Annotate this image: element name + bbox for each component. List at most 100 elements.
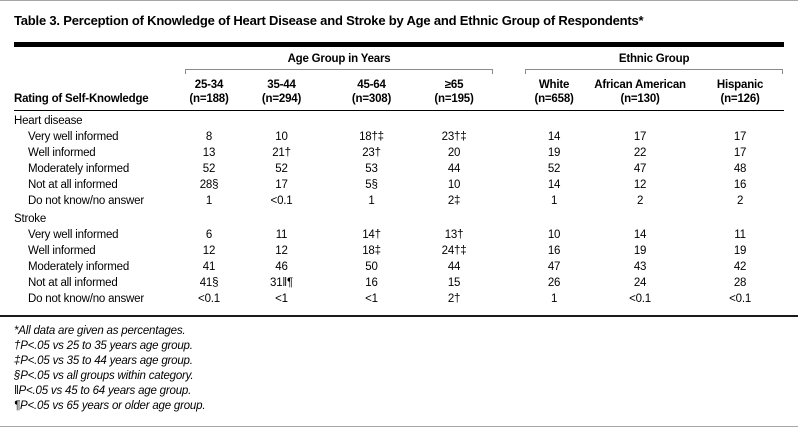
column-header-white: White (n=658): [524, 74, 585, 111]
cell-value: 16: [365, 277, 378, 289]
footnotes: *All data are given as percentages. †P<.…: [0, 317, 798, 414]
cell-value: 14†: [362, 229, 381, 241]
cell-value: 46: [275, 261, 288, 273]
spacer-cell: [494, 161, 524, 177]
cell-value: 17: [733, 131, 747, 143]
footnote-line: †P<.05 vs 25 to 35 years age group.: [14, 339, 193, 352]
spacer-cell: [14, 47, 184, 68]
cell-value: 23†‡: [441, 131, 467, 143]
cell-value: 1: [205, 195, 213, 207]
ethnic-group-bracket: [525, 69, 784, 74]
cell-value: 28: [733, 277, 747, 289]
ethnic-group-header: Ethnic Group: [618, 53, 690, 65]
column-n: (n=658): [534, 93, 574, 105]
cell-value: 11: [734, 229, 746, 241]
cell-value: 52: [547, 163, 561, 175]
spacer-cell: [494, 74, 525, 111]
spacer-cell: [494, 275, 524, 291]
table-row: Well informed 12 12 18‡ 24†‡ 16 19 19: [14, 243, 784, 259]
table-title: Table 3. Perception of Knowledge of Hear…: [14, 13, 644, 28]
cell-value: 10: [547, 229, 561, 241]
column-n: (n=308): [351, 93, 392, 105]
cell-value: 19: [633, 245, 647, 257]
row-label: Moderately informed: [28, 163, 130, 175]
group-header-row: Age Group in Years Ethnic Group: [14, 47, 784, 68]
cell-value: 1: [550, 293, 558, 305]
table-figure: Table 3. Perception of Knowledge of Hear…: [0, 13, 798, 307]
cell-value: 42: [733, 261, 747, 273]
column-n: (n=126): [720, 93, 760, 105]
cell-value: <0.1: [198, 293, 220, 305]
cell-value: 24†‡: [441, 245, 467, 257]
cell-value: 47: [547, 261, 561, 273]
cell-value: 53: [365, 163, 378, 175]
column-range: African American: [594, 79, 686, 91]
spacer-cell: [494, 177, 524, 193]
row-label: Well informed: [28, 245, 96, 257]
cell-value: <0.1: [729, 293, 752, 305]
column-header-45-64: 45-64 (n=308): [329, 74, 414, 111]
column-n: (n=195): [434, 93, 474, 105]
cell-value: 41§: [199, 277, 219, 289]
section-row-heart-disease: Heart disease: [14, 111, 784, 130]
cell-value: 52: [202, 163, 216, 175]
column-header-35-44: 35-44 (n=294): [234, 74, 329, 111]
data-table: Age Group in Years Ethnic Group Rating o…: [14, 47, 785, 307]
cell-value: 47: [633, 163, 647, 175]
cell-value: <0.1: [629, 293, 651, 305]
column-header-african-american: African American (n=130): [584, 74, 697, 111]
spacer-cell: [494, 291, 524, 307]
cell-value: 43: [633, 261, 647, 273]
cell-value: 10: [447, 179, 461, 191]
cell-value: 19: [547, 147, 561, 159]
table-row: Very well informed 6 11 14† 13† 10 14 11: [14, 227, 784, 243]
cell-value: 12: [202, 245, 216, 257]
row-label: Very well informed: [28, 131, 119, 143]
bracket-row: [14, 68, 784, 74]
column-header-65-plus: ≥65 (n=195): [414, 74, 495, 111]
cell-value: 1: [550, 195, 558, 207]
footnote-line: ‡P<.05 vs 35 to 44 years age group.: [14, 354, 193, 367]
cell-value: 13†: [444, 229, 464, 241]
cell-value: 12: [633, 179, 647, 191]
cell-value: 1: [368, 195, 375, 207]
table-row: Very well informed 8 10 18†‡ 23†‡ 14 17 …: [14, 129, 784, 145]
cell-value: 52: [275, 163, 288, 175]
table-row: Moderately informed 52 52 53 44 52 47 48: [14, 161, 784, 177]
cell-value: 17: [275, 179, 288, 191]
column-range: White: [538, 79, 570, 91]
cell-value: 5§: [365, 179, 378, 191]
row-label: Not at all informed: [28, 277, 118, 289]
column-header-row: Rating of Self-Knowledge 25-34 (n=188) 3…: [14, 74, 785, 111]
cell-value: 2†: [447, 293, 461, 305]
column-n: (n=294): [261, 93, 302, 105]
cell-value: 18‡: [362, 245, 381, 257]
cell-value: 13: [202, 147, 216, 159]
cell-value: 17: [733, 147, 747, 159]
table-row: Not at all informed 41§ 31‖¶ 16 15 26 24…: [14, 275, 784, 291]
age-group-bracket: [185, 69, 494, 74]
cell-value: 12: [275, 245, 288, 257]
row-label: Well informed: [28, 147, 96, 159]
spacer-cell: [494, 129, 524, 145]
column-range: Hispanic: [716, 79, 764, 91]
cell-value: 26: [547, 277, 561, 289]
cell-value: 31‖¶: [270, 277, 293, 289]
cell-value: 6: [205, 229, 213, 241]
cell-value: 2‡: [447, 195, 461, 207]
cell-value: 28§: [199, 179, 219, 191]
cell-value: 2: [636, 195, 644, 207]
cell-value: 50: [365, 261, 378, 273]
table-row: Do not know/no answer <0.1 <1 <1 2† 1 <0…: [14, 291, 784, 307]
column-range: 35-44: [267, 79, 296, 91]
column-range: 25-34: [194, 79, 224, 91]
section-label: Stroke: [14, 213, 47, 225]
cell-value: 22: [633, 147, 647, 159]
table-row: Not at all informed 28§ 17 5§ 10 14 12 1…: [14, 177, 784, 193]
spacer-cell: [494, 193, 524, 209]
age-group-header: Age Group in Years: [287, 53, 391, 65]
table-row: Do not know/no answer 1 <0.1 1 2‡ 1 2 2: [14, 193, 784, 209]
footnote-line: ‖P<.05 vs 45 to 64 years age group.: [14, 384, 192, 397]
column-range: 45-64: [357, 79, 386, 91]
